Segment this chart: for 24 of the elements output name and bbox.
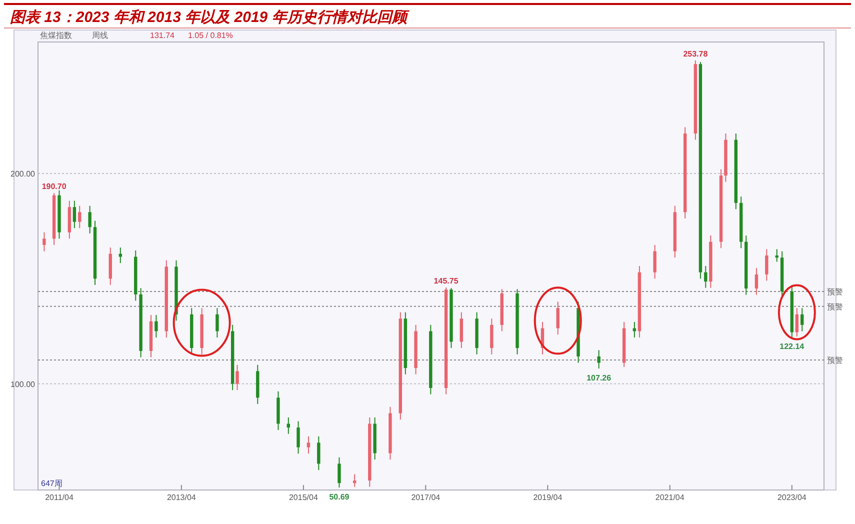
x-tick-label: 2019/04 bbox=[533, 493, 563, 502]
chart-title: 图表 13：2023 年和 2013 年以及 2019 年历史行情对比回顾 bbox=[10, 9, 410, 26]
ref-line-label: 预警 bbox=[827, 287, 843, 296]
x-tick-label: 2023/04 bbox=[777, 493, 807, 502]
text: 周线 bbox=[92, 31, 108, 40]
text: 1.05 / 0.81% bbox=[188, 31, 233, 40]
annotation: 647周 bbox=[41, 479, 62, 488]
annotation: 190.70 bbox=[42, 182, 67, 192]
text: 131.74 bbox=[150, 31, 176, 40]
annotation: 122.14 bbox=[780, 342, 805, 352]
annotation: 145.75 bbox=[434, 276, 459, 286]
x-tick-label: 2015/04 bbox=[288, 493, 318, 502]
text: 焦煤指数 bbox=[40, 31, 72, 40]
annotation: 50.69 bbox=[329, 492, 350, 502]
x-tick-label: 2021/04 bbox=[655, 493, 685, 502]
y-tick-label: 100.00 bbox=[10, 380, 36, 389]
x-tick-label: 2017/04 bbox=[411, 493, 441, 502]
annotation: 107.26 bbox=[586, 374, 612, 383]
x-tick-label: 2013/04 bbox=[166, 493, 196, 502]
y-tick-label: 200.00 bbox=[10, 169, 36, 178]
ref-line-label: 预警 bbox=[827, 302, 843, 312]
x-tick-label: 2011/04 bbox=[45, 493, 74, 502]
ref-line-label: 预警 bbox=[827, 356, 843, 366]
annotation: 253.78 bbox=[683, 49, 708, 58]
